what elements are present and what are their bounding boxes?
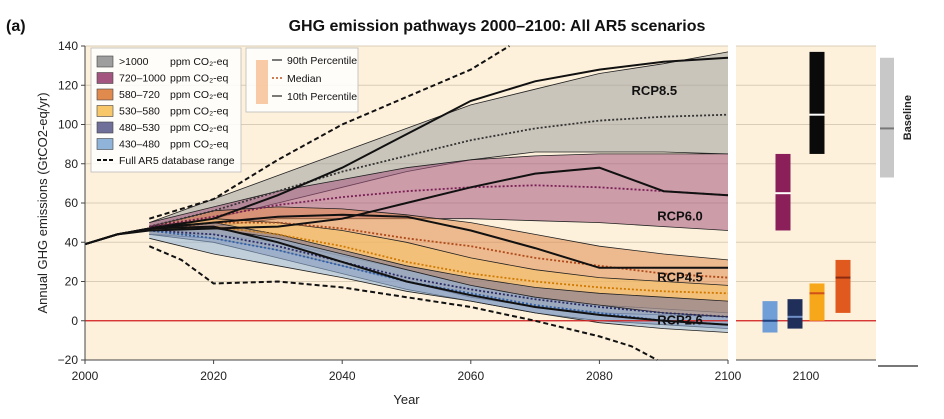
- bar-2100--1000: [809, 51, 825, 154]
- database-range-lower: [148, 245, 658, 361]
- legend-box: [90, 47, 242, 173]
- legend-label: 430–480: [119, 139, 160, 151]
- percentile-10-line: [149, 237, 729, 333]
- legend-label: 530–580: [119, 106, 160, 118]
- y-tick-label: −20: [58, 353, 79, 367]
- rcp-label: RCP8.5: [632, 83, 678, 98]
- legend-label: >1000: [119, 56, 149, 68]
- band--1000: [149, 51, 729, 231]
- rcp-line-RCP6.0: [84, 166, 729, 246]
- y-tick-label: 120: [58, 78, 78, 92]
- x-tick-label: 2080: [586, 369, 613, 383]
- y-tick-label: 40: [65, 235, 79, 249]
- panel-label: (a): [6, 18, 26, 35]
- legend-unit: ppm CO₂-eq: [170, 73, 229, 85]
- legend-unit: ppm CO₂-eq: [170, 139, 229, 151]
- legend-label: 480–530: [119, 122, 160, 134]
- median-line-580-720: [149, 221, 729, 279]
- x-tick-label: 2020: [200, 369, 227, 383]
- legend-swatch: [96, 121, 114, 134]
- median-line-530-580: [149, 225, 729, 295]
- x-tick-label: 2100: [715, 369, 742, 383]
- x-axis-label: Year: [393, 392, 420, 407]
- percentile-legend-label: 90th Percentile: [287, 55, 357, 67]
- percentile-legend-label: Median: [287, 73, 322, 85]
- legend-unit: ppm CO₂-eq: [170, 122, 229, 134]
- bar-2100-480-530: [787, 299, 803, 329]
- baseline-label: Baseline: [902, 95, 914, 140]
- legend-swatch: [96, 88, 114, 101]
- rcp-line-RCP2.6: [84, 225, 729, 326]
- legend-label: 580–720: [119, 89, 160, 101]
- median-line-720-1000: [149, 184, 729, 228]
- x-tick-label: 2040: [329, 369, 356, 383]
- rcp-label: RCP6.0: [657, 209, 703, 224]
- x-tick-label: 2060: [457, 369, 484, 383]
- percentile-legend-label: 10th Percentile: [287, 91, 357, 103]
- legend: >1000 ppm CO₂-eq 720–1000 ppm CO₂-eq 580–720…: [90, 47, 242, 173]
- percentile-90-line: [149, 226, 729, 318]
- percentile-legend: 90th Percentile Median 10th Percentile: [245, 47, 359, 113]
- median-line-430-480: [149, 229, 729, 326]
- legend-unit: ppm CO₂-eq: [170, 56, 229, 68]
- y-tick-label: 100: [58, 118, 78, 132]
- legend-unit: ppm CO₂-eq: [170, 89, 229, 101]
- x-tick-label: 2000: [72, 369, 99, 383]
- chart-title: GHG emission pathways 2000–2100: All AR5…: [289, 18, 706, 35]
- percentile-90-line: [149, 153, 728, 223]
- y-tick-label: 60: [65, 196, 79, 210]
- rcp-label: RCP2.6: [657, 313, 703, 328]
- median-line-480-530: [149, 229, 729, 318]
- y-tick-label: 140: [58, 39, 78, 53]
- y-tick-label: 20: [65, 275, 79, 289]
- y-tick-label: 80: [65, 157, 79, 171]
- legend-label: 720–1000: [119, 73, 166, 85]
- legend-swatch: [96, 105, 114, 117]
- y-axis-label: Annual GHG emissions (GtCO2-eq/yr): [35, 92, 50, 313]
- bar-2100-580-720: [835, 259, 851, 313]
- percentile-swatch: [256, 60, 268, 104]
- legend-swatch: [96, 72, 114, 84]
- band-430-480: [149, 226, 729, 333]
- bar-2100-430-480: [762, 301, 778, 333]
- percentile-90-line: [149, 206, 729, 261]
- legend-swatch: [96, 55, 114, 68]
- legend-swatch: [96, 138, 114, 150]
- side-x-tick-label: 2100: [793, 369, 820, 383]
- legend-label: Full AR5 database range: [119, 155, 235, 167]
- y-tick-label: 0: [71, 314, 78, 328]
- bar-2100-530-580: [809, 283, 825, 321]
- database-range-upper: [149, 45, 510, 220]
- rcp-label: RCP4.5: [657, 270, 703, 285]
- legend-unit: ppm CO₂-eq: [170, 106, 229, 118]
- baseline-bar: [880, 57, 894, 178]
